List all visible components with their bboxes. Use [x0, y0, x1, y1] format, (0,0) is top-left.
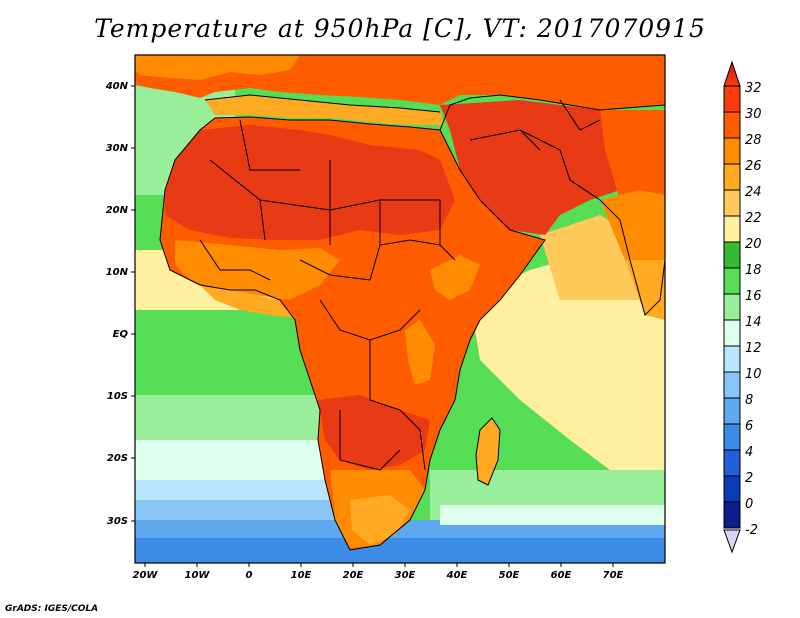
lat-labels: 40N 30N 20N 10N EQ 10S 20S 30S [105, 81, 129, 527]
map-plot-area [135, 55, 665, 563]
lon-label-40e: 40E [446, 570, 468, 581]
colorbar-label-4: 4 [745, 445, 753, 460]
lat-label-10s: 10S [107, 391, 128, 402]
ethiopian-highlands [430, 255, 480, 300]
colorbar-label-24: 24 [745, 185, 762, 200]
lon-label-60e: 60E [551, 570, 572, 581]
colorbar-cell [723, 475, 741, 503]
indian-ocean-warm [470, 250, 665, 470]
lat-label-20n: 20N [106, 205, 129, 216]
west-coast-cool [200, 285, 295, 318]
lat-label-20s: 20S [107, 453, 128, 464]
colorbar-label-6: 6 [745, 419, 753, 434]
colorbar-cell [723, 345, 741, 373]
colorbar-cell [723, 137, 741, 165]
lat-tick-marks [131, 85, 135, 522]
sahel-band [175, 240, 340, 300]
sahara-hot-core [165, 125, 455, 240]
lat-label-eq: EQ [113, 329, 129, 340]
colorbar-label-8: 8 [745, 393, 753, 408]
colorbar-cell [723, 215, 741, 243]
southern-africa-hot [318, 395, 430, 470]
colorbar-cell [723, 163, 741, 191]
lat-label-30n: 30N [106, 143, 129, 154]
colorbar-cell [723, 241, 741, 269]
chart-title: Temperature at 950hPa [C], VT: 201707091… [94, 14, 706, 43]
lon-label-20e: 20E [343, 570, 364, 581]
lon-tick-marks [144, 563, 614, 567]
colorbar-label-28: 28 [745, 133, 762, 148]
colorbar-label-20: 20 [745, 237, 762, 252]
colorbar-label-14: 14 [745, 315, 762, 330]
colorbar-label-16: 16 [745, 289, 762, 304]
europe-land-cool [135, 55, 300, 80]
colorbar-label-12: 12 [745, 341, 762, 356]
colorbar-cells [723, 85, 741, 529]
coastlines-borders [159, 94, 665, 551]
colorbar-cell [723, 319, 741, 347]
east-africa-highland [405, 320, 435, 385]
colorbar-cell [723, 267, 741, 295]
colorbar-label-minus2: -2 [745, 523, 758, 538]
lon-label-10w: 10W [185, 570, 211, 581]
colorbar-label-18: 18 [745, 263, 762, 278]
colorbar-over-arrow [723, 60, 741, 87]
colorbar-cell [723, 111, 741, 139]
grads-credit: GrADS: IGES/COLA [5, 604, 99, 614]
colorbar-cell [723, 397, 741, 425]
colorbar-cell [723, 371, 741, 399]
colorbar-label-0: 0 [745, 497, 753, 512]
colorbar-label-2: 2 [745, 471, 753, 486]
colorbar-label-22: 22 [745, 211, 762, 226]
colorbar: 32 30 28 26 24 22 20 18 16 14 12 10 8 6 … [723, 60, 762, 554]
colorbar-cell [723, 501, 741, 529]
colorbar-under-arrow [723, 529, 741, 554]
lat-label-10n: 10N [106, 267, 129, 278]
lon-label-20w: 20W [133, 570, 159, 581]
ocean-south-atlantic-cool [135, 440, 335, 485]
lon-label-30e: 30E [395, 570, 416, 581]
colorbar-cell [723, 423, 741, 451]
lon-label-70e: 70E [603, 570, 624, 581]
lon-label-10e: 10E [291, 570, 312, 581]
colorbar-label-32: 32 [745, 81, 762, 96]
map-frame [134, 54, 666, 564]
madagascar [476, 418, 500, 485]
lon-label-50e: 50E [499, 570, 520, 581]
colorbar-cell [723, 189, 741, 217]
colorbar-label-26: 26 [745, 159, 762, 174]
lat-label-40n: 40N [105, 81, 129, 92]
colorbar-cell [723, 293, 741, 321]
lon-labels: 20W 10W 0 10E 20E 30E 40E 50E 60E 70E [133, 570, 624, 581]
colorbar-cell [723, 85, 741, 113]
lat-label-30s: 30S [107, 516, 128, 527]
colorbar-cell [723, 449, 741, 477]
ocean-southern-blue [135, 538, 665, 563]
mediterranean [205, 95, 445, 125]
colorbar-label-10: 10 [745, 367, 762, 382]
colorbar-labels: 32 30 28 26 24 22 20 18 16 14 12 10 8 6 … [745, 81, 762, 538]
lon-label-0: 0 [246, 570, 253, 581]
ocean-south-indian-light [440, 505, 665, 525]
colorbar-label-30: 30 [745, 107, 762, 122]
